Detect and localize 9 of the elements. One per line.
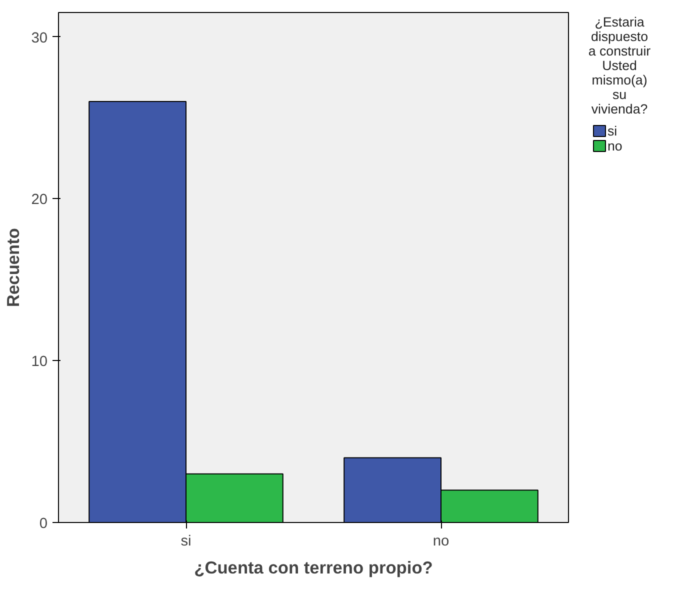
- legend-label: si: [608, 124, 618, 138]
- legend-label: no: [608, 138, 622, 154]
- legend-title: ¿Estaria dispuesto a construir Usted mismo(a) su vivienda?: [588, 14, 652, 116]
- y-tick-label: 30: [31, 30, 48, 46]
- y-tick-label: 0: [39, 516, 48, 532]
- y-axis-title: Recuento: [3, 228, 24, 307]
- x-axis-title: ¿Cuenta con terreno propio?: [194, 558, 433, 578]
- y-tick-label: 10: [31, 354, 48, 370]
- y-tick-label: 20: [31, 192, 48, 208]
